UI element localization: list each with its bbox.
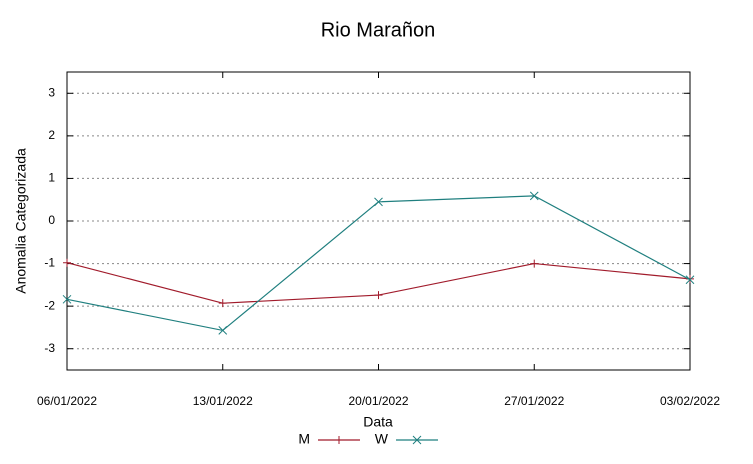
x-tick-label: 03/02/2022: [660, 394, 720, 408]
y-tick-label: 3: [48, 85, 55, 99]
y-axis-label: Anomalia Categorizada: [13, 148, 29, 294]
y-tick-label: 0: [48, 213, 55, 227]
point: [63, 258, 71, 267]
y-tick-label: -3: [44, 341, 55, 355]
y-tick-label: -1: [44, 256, 55, 270]
legend-marker: [335, 436, 343, 444]
legend-label: W: [375, 431, 389, 447]
point: [218, 299, 227, 308]
y-tick-label: 1: [48, 171, 55, 185]
point: [218, 326, 228, 335]
x-axis-label: Data: [363, 414, 393, 430]
x-tick-label: 06/01/2022: [37, 394, 97, 408]
y-tick-label: -2: [44, 298, 55, 312]
point: [685, 275, 695, 285]
x-tick-label: 20/01/2022: [348, 394, 408, 408]
x-tick-label: 13/01/2022: [193, 394, 253, 408]
legend-marker: [412, 435, 422, 445]
point: [374, 291, 383, 300]
point: [62, 294, 72, 304]
chart-title: Rio Marañon: [321, 19, 436, 41]
point: [530, 259, 539, 268]
point: [374, 197, 383, 207]
x-tick-label: 27/01/2022: [504, 394, 564, 408]
y-tick-label: 2: [48, 128, 55, 142]
plot-border: [66, 71, 691, 371]
point: [529, 191, 539, 201]
legend-label: M: [298, 431, 310, 447]
